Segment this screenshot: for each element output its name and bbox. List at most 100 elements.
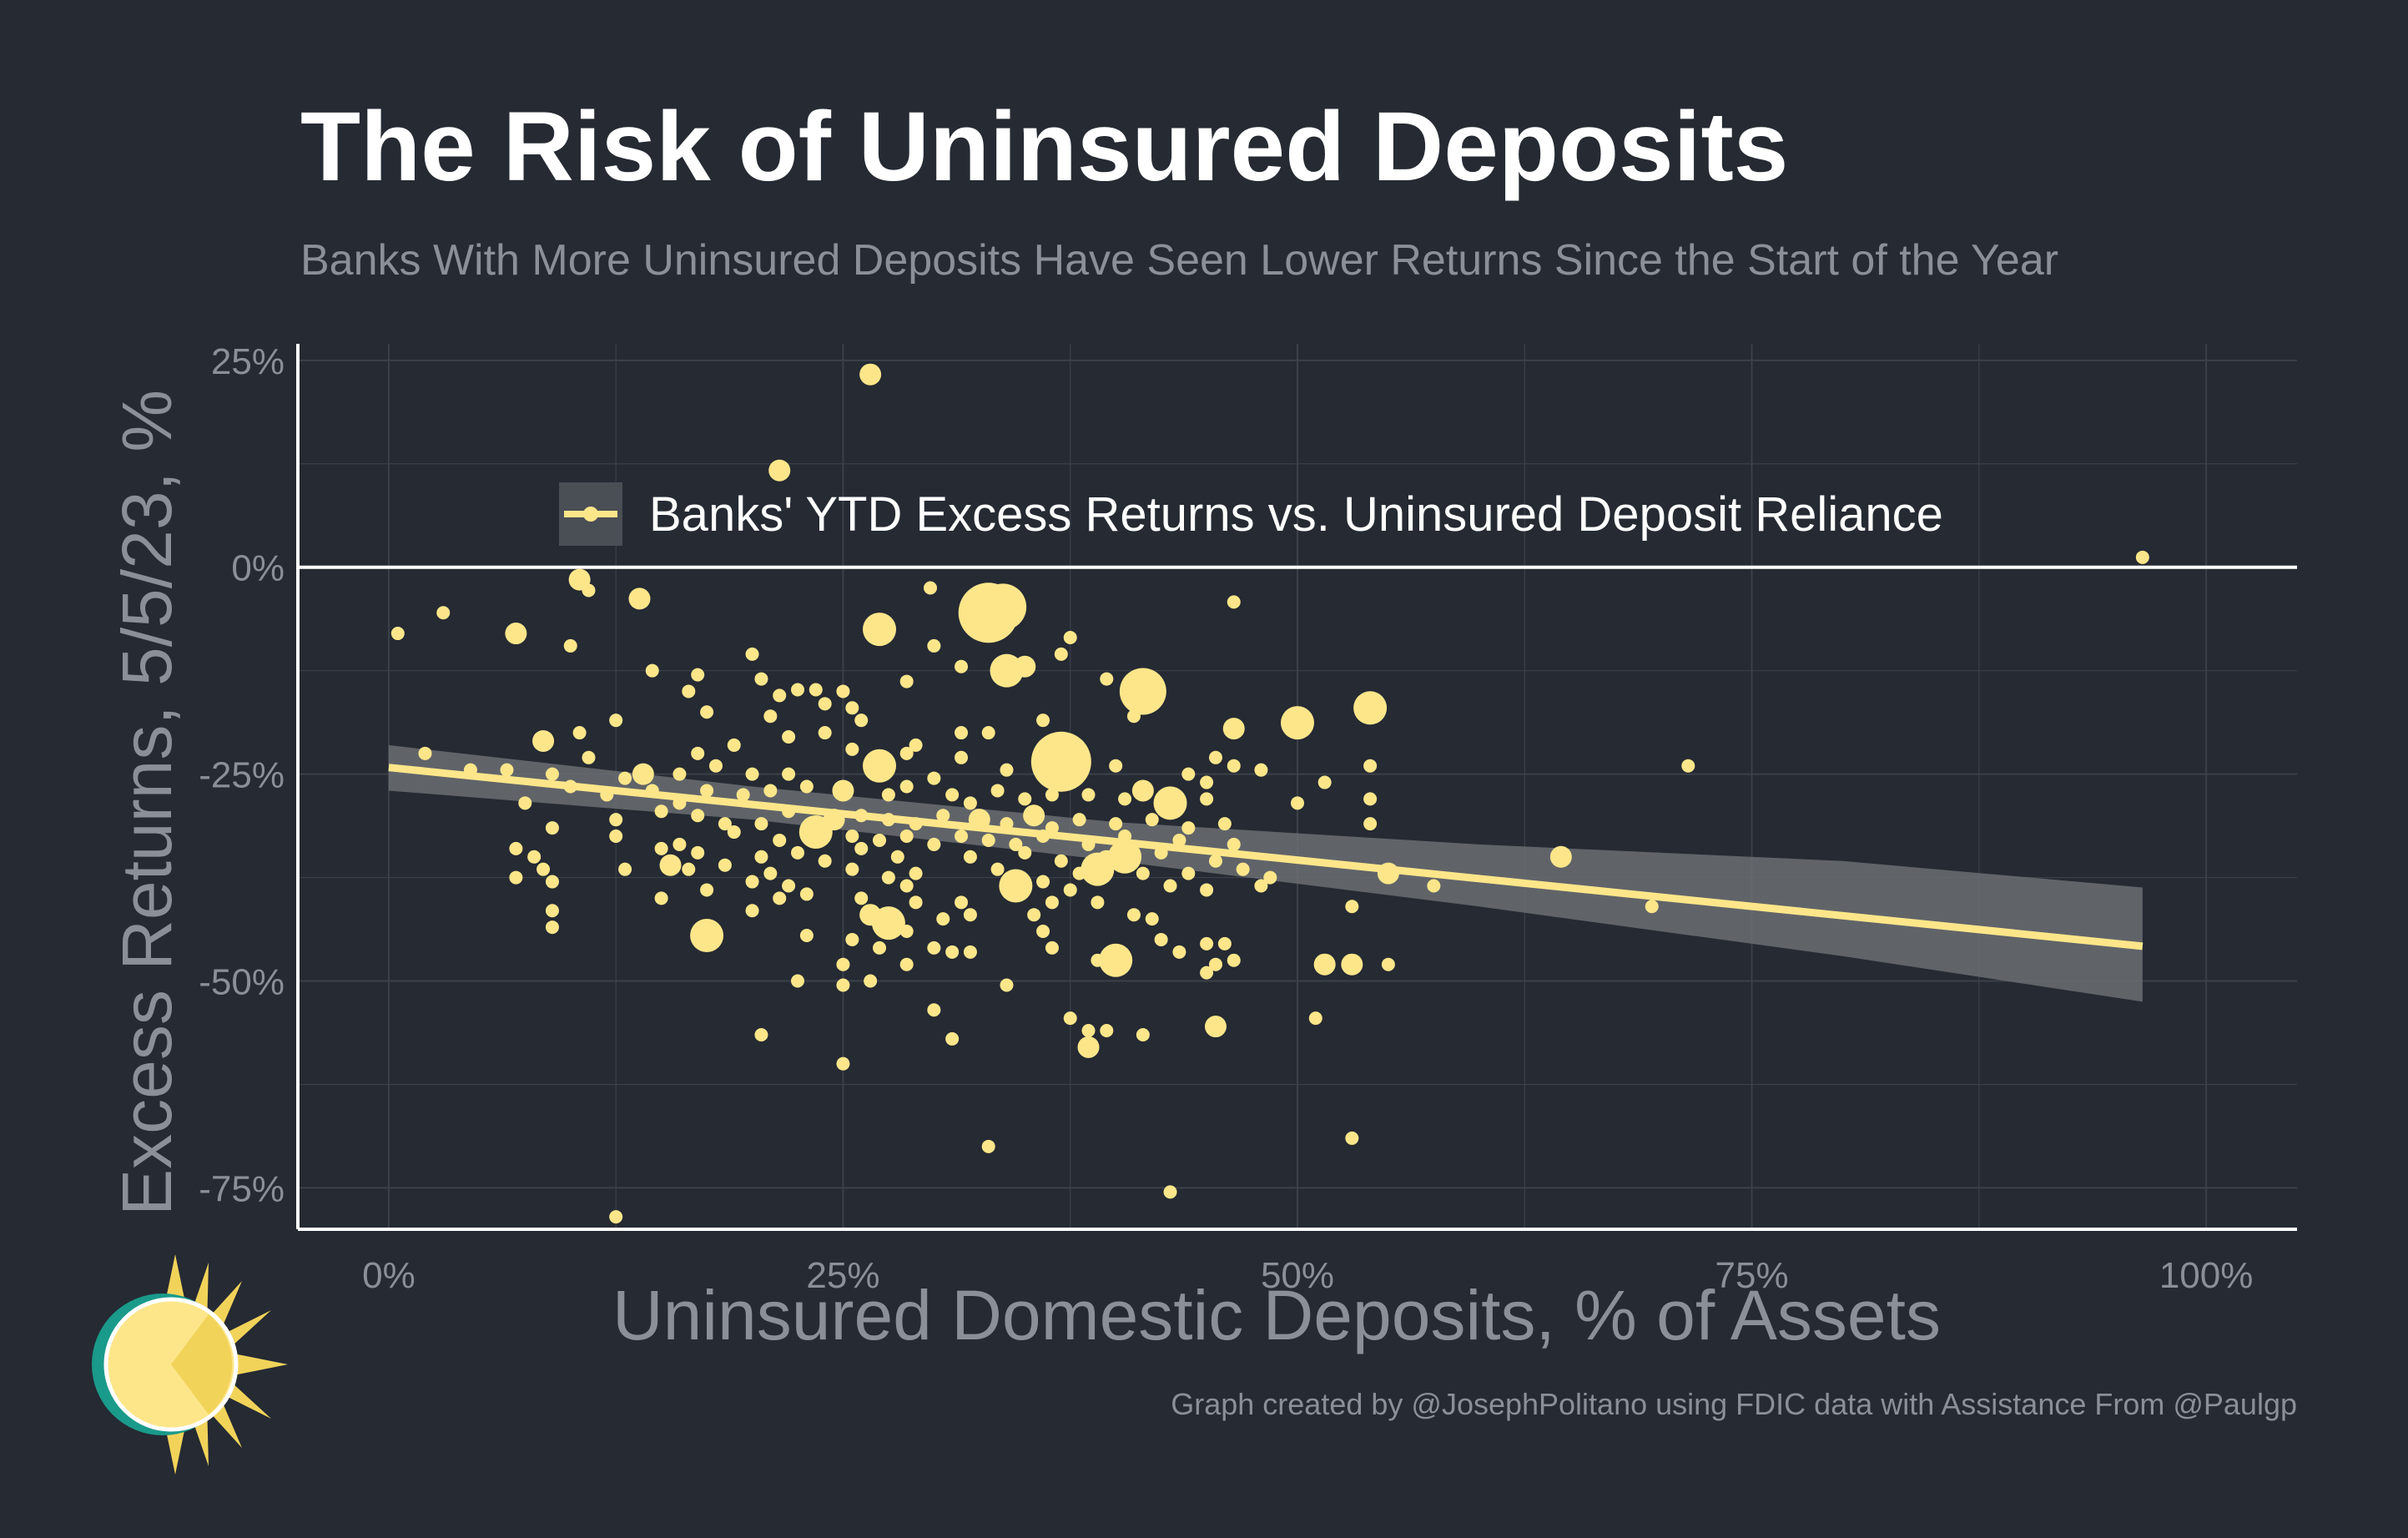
data-point — [936, 809, 950, 823]
data-point — [1363, 759, 1378, 773]
x-tick-label: 75% — [1715, 1255, 1789, 1296]
data-point — [1018, 845, 1032, 860]
data-point — [1054, 854, 1068, 868]
data-point — [782, 879, 796, 893]
data-point — [700, 784, 714, 798]
data-point — [981, 1139, 995, 1153]
trend-line — [388, 764, 2144, 951]
data-point — [654, 804, 668, 819]
data-point — [691, 809, 705, 823]
data-point — [791, 683, 804, 697]
data-point — [654, 841, 668, 855]
data-point — [899, 925, 914, 939]
sun-wedge-icon — [171, 1314, 233, 1414]
data-point — [945, 788, 960, 802]
data-point — [791, 845, 804, 860]
data-point — [563, 638, 577, 653]
data-point — [955, 659, 969, 673]
data-point — [763, 866, 778, 880]
data-point — [763, 709, 778, 724]
data-point — [1200, 966, 1214, 980]
data-point — [690, 918, 724, 952]
data-point — [845, 701, 859, 715]
data-point — [854, 714, 869, 728]
data-point — [899, 746, 914, 760]
data-point — [899, 779, 914, 794]
data-point — [1036, 925, 1050, 939]
data-point — [1317, 775, 1332, 789]
data-point — [1119, 668, 1166, 715]
data-point — [1100, 1024, 1114, 1038]
data-point — [1181, 866, 1196, 880]
data-point — [873, 940, 887, 955]
data-point — [873, 833, 887, 847]
data-point — [859, 363, 882, 386]
data-point — [999, 869, 1033, 903]
x-axis-label: Uninsured Domestic Deposits, % of Assets — [612, 1276, 1941, 1354]
data-point — [1014, 655, 1036, 678]
data-point — [609, 813, 623, 827]
data-point — [1353, 691, 1388, 725]
data-point — [545, 875, 559, 889]
data-point — [1000, 763, 1014, 777]
data-point — [1036, 714, 1050, 728]
data-point — [1145, 912, 1159, 926]
data-point — [1027, 908, 1041, 922]
data-point — [1036, 875, 1050, 889]
data-point — [799, 779, 814, 794]
data-point — [990, 784, 1005, 798]
x-tick-label: 50% — [1261, 1255, 1334, 1296]
data-point — [1018, 792, 1032, 806]
data-point — [963, 796, 977, 810]
data-point — [1081, 1024, 1096, 1038]
data-point — [505, 623, 527, 645]
data-point — [1163, 1185, 1177, 1199]
data-point — [1200, 936, 1214, 951]
data-point — [1313, 953, 1336, 976]
data-point — [1172, 833, 1186, 847]
data-point — [1109, 817, 1123, 831]
data-point — [572, 726, 587, 740]
data-point — [963, 945, 977, 959]
data-point — [881, 870, 895, 885]
y-tick-label: 0% — [231, 548, 285, 589]
data-point — [1126, 908, 1141, 922]
data-point — [654, 891, 668, 905]
data-point — [1145, 813, 1159, 827]
data-point — [1136, 1027, 1150, 1041]
data-point — [899, 829, 914, 843]
data-point — [1645, 900, 1659, 914]
data-point — [659, 854, 682, 876]
data-point — [809, 683, 823, 697]
data-point — [1681, 759, 1695, 773]
y-tick-label: -50% — [199, 962, 285, 1003]
data-point — [890, 850, 904, 864]
data-point — [518, 796, 532, 810]
data-point — [1108, 840, 1142, 874]
data-point — [673, 837, 687, 851]
data-point — [1153, 786, 1187, 820]
data-point — [1181, 767, 1196, 781]
data-point — [545, 920, 559, 935]
y-tick-label: -25% — [199, 755, 285, 796]
data-point — [782, 767, 796, 781]
data-point — [899, 674, 914, 688]
data-point — [1126, 709, 1141, 724]
data-point — [1100, 672, 1114, 686]
data-point — [2135, 550, 2149, 564]
data-point — [798, 815, 833, 850]
data-point — [745, 875, 759, 889]
data-point — [924, 581, 938, 595]
data-point — [854, 891, 869, 905]
data-point — [1063, 883, 1077, 897]
data-point — [836, 1056, 850, 1071]
data-point — [899, 879, 914, 893]
data-point — [945, 1031, 960, 1046]
data-point — [1054, 647, 1068, 661]
data-point — [955, 829, 969, 843]
data-point — [773, 891, 787, 905]
data-point — [545, 821, 559, 835]
data-point — [1427, 879, 1441, 893]
data-point — [768, 459, 791, 482]
